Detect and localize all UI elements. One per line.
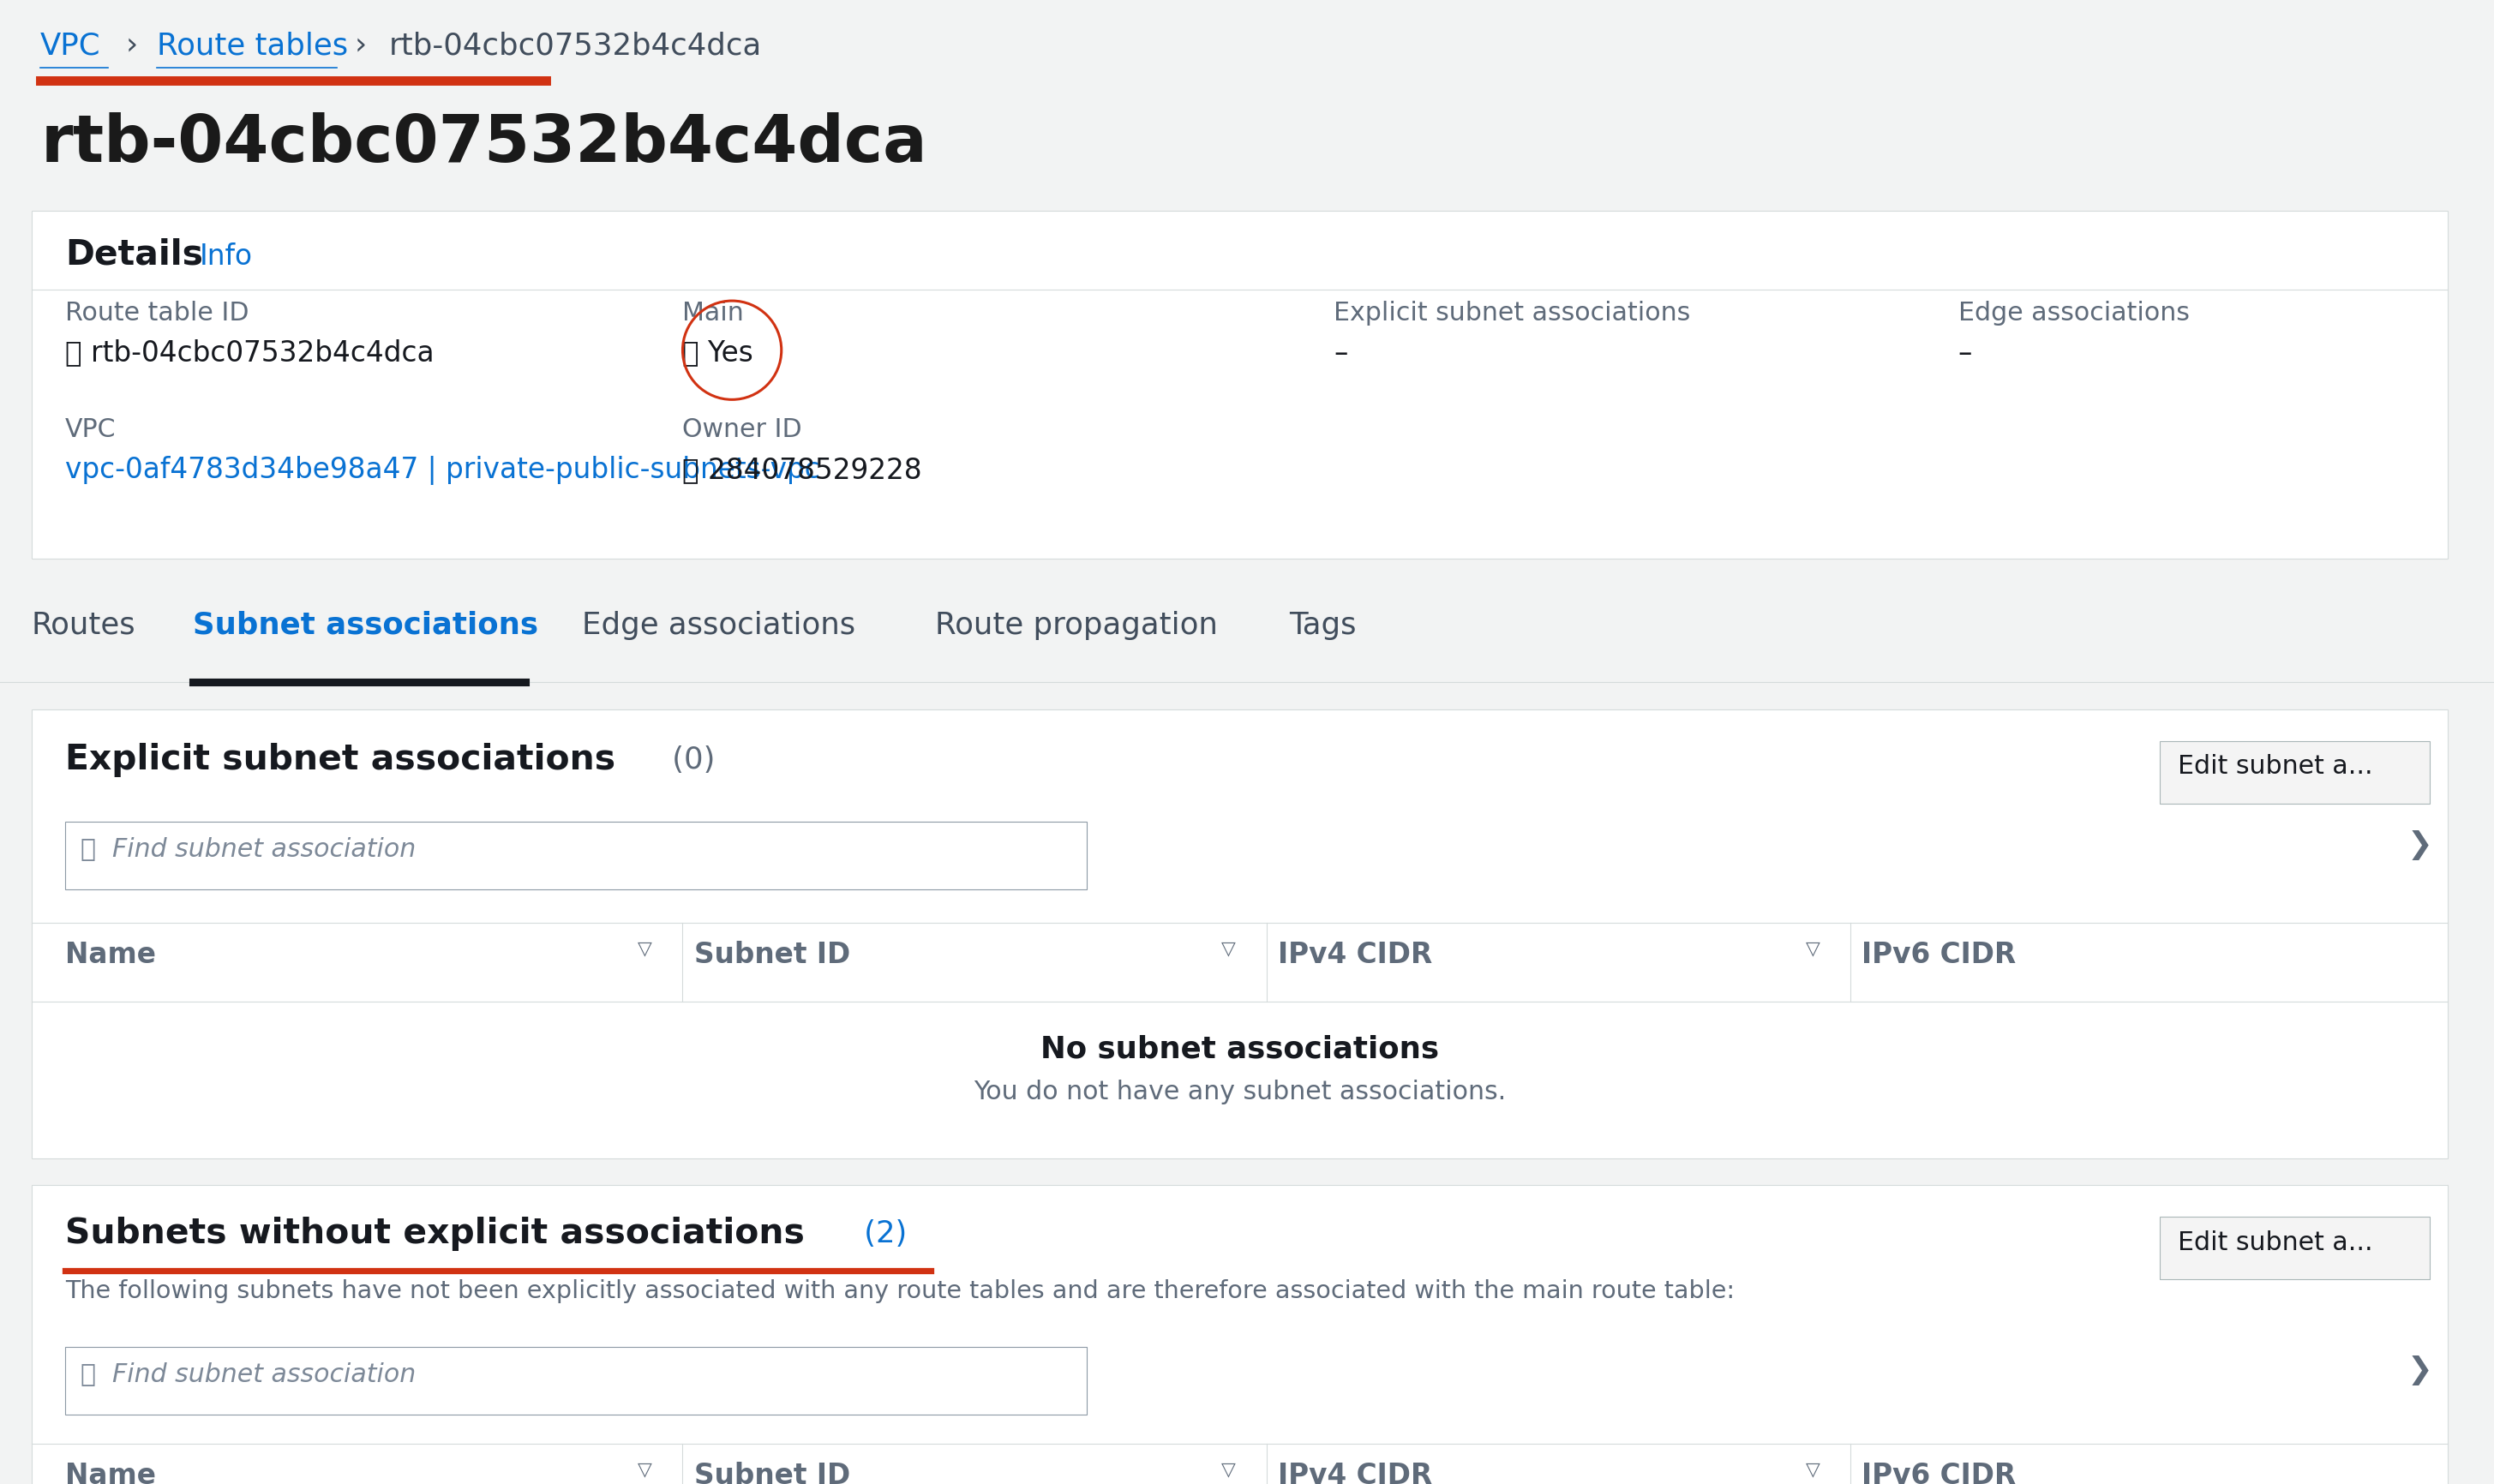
Text: ▽: ▽ [1222, 1462, 1237, 1478]
Text: Edge associations: Edge associations [581, 610, 855, 640]
Text: 🔍  Find subnet association: 🔍 Find subnet association [80, 1362, 416, 1388]
Text: You do not have any subnet associations.: You do not have any subnet associations. [973, 1080, 1506, 1104]
Text: –: – [1334, 338, 1347, 367]
Text: IPv6 CIDR: IPv6 CIDR [1861, 941, 2015, 969]
Text: Main: Main [683, 301, 743, 325]
Text: IPv6 CIDR: IPv6 CIDR [1861, 1462, 2015, 1484]
FancyBboxPatch shape [2160, 1217, 2429, 1279]
Text: Owner ID: Owner ID [683, 417, 803, 442]
Text: ▽: ▽ [1806, 941, 1821, 957]
Text: Name: Name [65, 1462, 157, 1484]
Text: VPC: VPC [40, 31, 100, 61]
Text: The following subnets have not been explicitly associated with any route tables : The following subnets have not been expl… [65, 1279, 1736, 1303]
Text: Tags: Tags [1289, 610, 1357, 640]
Text: rtb-04cbc07532b4c4dca: rtb-04cbc07532b4c4dca [389, 31, 761, 61]
FancyBboxPatch shape [65, 822, 1087, 889]
Text: Route table ID: Route table ID [65, 301, 249, 325]
Text: ⎘ rtb-04cbc07532b4c4dca: ⎘ rtb-04cbc07532b4c4dca [65, 338, 434, 367]
FancyBboxPatch shape [32, 1186, 2447, 1484]
Text: ❯: ❯ [2407, 831, 2432, 861]
FancyBboxPatch shape [2160, 741, 2429, 804]
Text: Subnet ID: Subnet ID [693, 941, 850, 969]
Text: Explicit subnet associations: Explicit subnet associations [1334, 301, 1691, 325]
FancyBboxPatch shape [32, 709, 2447, 1159]
Text: Subnet ID: Subnet ID [693, 1462, 850, 1484]
Text: Subnet associations: Subnet associations [192, 610, 539, 640]
Text: Edit subnet a...: Edit subnet a... [2177, 754, 2374, 779]
Text: ⎘ 284078529228: ⎘ 284078529228 [683, 456, 923, 484]
Text: (0): (0) [663, 745, 716, 775]
Text: Route propagation: Route propagation [935, 610, 1217, 640]
Text: ▽: ▽ [1806, 1462, 1821, 1478]
Text: Edit subnet a...: Edit subnet a... [2177, 1230, 2374, 1255]
Text: ⎘ Yes: ⎘ Yes [683, 338, 753, 367]
Text: Details: Details [65, 237, 202, 272]
Text: ▽: ▽ [1222, 941, 1237, 957]
Text: vpc-0af4783d34be98a47 | private-public-subnets-vpc: vpc-0af4783d34be98a47 | private-public-s… [65, 456, 821, 485]
Text: Name: Name [65, 941, 157, 969]
Text: IPv4 CIDR: IPv4 CIDR [1277, 941, 1432, 969]
FancyBboxPatch shape [32, 211, 2447, 559]
FancyBboxPatch shape [65, 1347, 1087, 1414]
Text: Subnets without explicit associations: Subnets without explicit associations [65, 1217, 806, 1251]
Text: ›: › [354, 31, 367, 61]
Text: VPC: VPC [65, 417, 117, 442]
Text: Route tables: Route tables [157, 31, 349, 61]
Text: ›: › [125, 31, 137, 61]
Text: Info: Info [200, 242, 252, 270]
Text: Explicit subnet associations: Explicit subnet associations [65, 743, 616, 778]
Text: IPv4 CIDR: IPv4 CIDR [1277, 1462, 1432, 1484]
Text: (2): (2) [855, 1218, 908, 1248]
Text: Edge associations: Edge associations [1958, 301, 2190, 325]
Text: ▽: ▽ [638, 941, 651, 957]
Text: Routes: Routes [32, 610, 135, 640]
Text: No subnet associations: No subnet associations [1040, 1034, 1439, 1064]
FancyBboxPatch shape [0, 592, 2494, 693]
Text: rtb-04cbc07532b4c4dca: rtb-04cbc07532b4c4dca [40, 113, 928, 175]
Text: ▽: ▽ [638, 1462, 651, 1478]
Text: ❯: ❯ [2407, 1356, 2432, 1386]
Text: 🔍  Find subnet association: 🔍 Find subnet association [80, 837, 416, 862]
Text: –: – [1958, 338, 1973, 367]
